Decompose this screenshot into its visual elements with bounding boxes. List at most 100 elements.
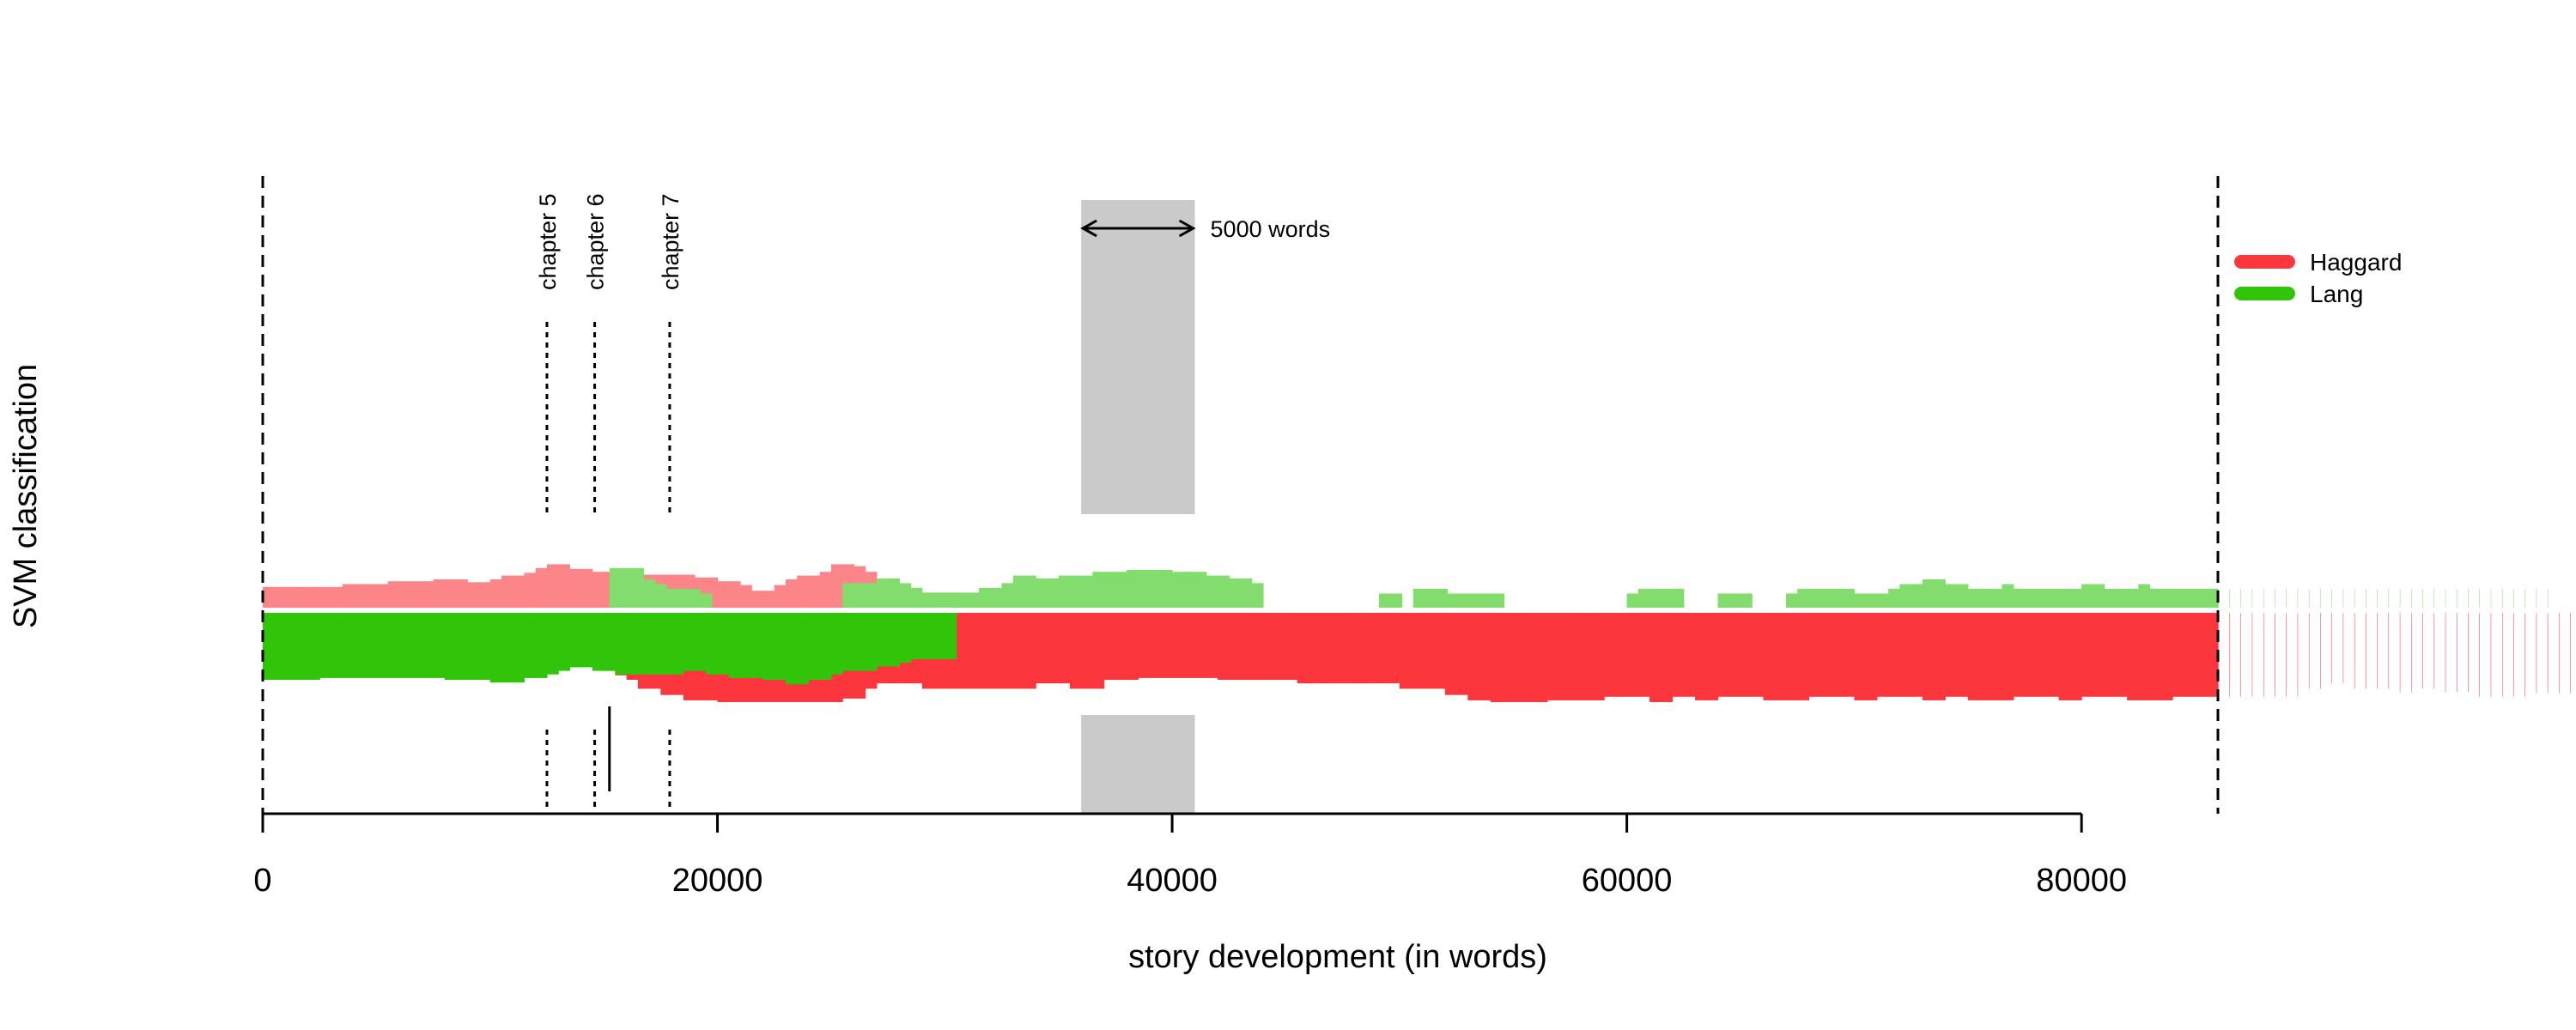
lang-secondary-bar [2320, 589, 2321, 608]
lang-secondary-bar [2331, 589, 2332, 608]
lang-secondary-bar [1899, 584, 1912, 608]
lang-primary-bar [637, 613, 650, 675]
haggard-secondary-bar [365, 584, 377, 608]
haggard-primary-bar [2229, 613, 2230, 697]
haggard-primary-bar [1854, 613, 1867, 700]
lang-primary-bar [808, 613, 821, 680]
lang-secondary-bar [2172, 589, 2184, 608]
lang-secondary-bar [1194, 572, 1207, 608]
haggard-primary-bar [2251, 613, 2253, 697]
lang-primary-bar [797, 613, 810, 685]
haggard-primary-bar [2354, 613, 2355, 689]
lang-secondary-bar [945, 592, 957, 608]
lang-secondary-bar [1888, 589, 1900, 608]
haggard-primary-bar [2377, 613, 2378, 689]
lang-primary-bar [695, 613, 707, 671]
haggard-primary-bar [1546, 613, 1559, 700]
legend-label: Haggard [2310, 249, 2402, 276]
x-axis: 0 20000 40000 60000 80000 [253, 812, 2127, 899]
lang-secondary-bar [2490, 589, 2492, 608]
haggard-secondary-bar [785, 579, 798, 608]
haggard-primary-bar [2331, 613, 2332, 684]
lang-secondary-bar [1127, 570, 1139, 608]
haggard-primary-bar [1637, 613, 1650, 697]
chapter-label: chapter 7 [658, 193, 683, 290]
haggard-secondary-bar [456, 579, 468, 608]
lang-secondary-bar [2399, 589, 2401, 608]
lang-secondary-bar [2388, 589, 2390, 608]
x-tick-label: 80000 [2036, 863, 2127, 899]
haggard-primary-bar [1683, 613, 1696, 697]
lang-secondary-bar [2457, 589, 2458, 608]
haggard-secondary-bar [331, 586, 343, 608]
lang-primary-bar [524, 613, 537, 678]
haggard-primary-bar [1513, 613, 1526, 702]
lang-secondary-bar [2149, 589, 2162, 608]
haggard-primary-bar [1672, 613, 1685, 697]
lang-secondary-bar [865, 583, 878, 608]
window-band-upper [1081, 200, 1195, 514]
haggard-primary-bar [1422, 613, 1435, 689]
haggard-secondary-bar [774, 585, 787, 608]
lang-primary-bar [365, 613, 377, 678]
haggard-primary-bar [1558, 613, 1571, 700]
haggard-primary-bar [1706, 613, 1719, 700]
haggard-secondary-bar [296, 586, 309, 608]
lang-secondary-bar [1967, 589, 1980, 608]
haggard-primary-bar [1274, 613, 1287, 680]
lang-secondary-bar [677, 589, 690, 608]
reference-lines [261, 176, 2220, 814]
lang-secondary-bar [2547, 589, 2549, 608]
haggard-primary-bar [2002, 613, 2014, 700]
haggard-primary-bar [1047, 613, 1060, 684]
haggard-primary-bar [1240, 613, 1253, 680]
haggard-primary-bar [1081, 613, 1094, 689]
haggard-primary-bar [2422, 613, 2423, 689]
lang-primary-bar [433, 613, 446, 678]
haggard-secondary-bar [307, 586, 320, 608]
lang-primary-bar [319, 613, 332, 678]
haggard-secondary-bar [501, 575, 513, 608]
lang-secondary-bar [2468, 589, 2469, 608]
lang-secondary-bar [1172, 572, 1184, 608]
lang-secondary-bar [1160, 570, 1173, 608]
haggard-secondary-bar [569, 568, 582, 608]
haggard-primary-bar [1876, 613, 1889, 697]
lang-primary-bar [410, 613, 422, 678]
lang-primary-bar [671, 613, 684, 675]
lang-secondary-bar [1854, 593, 1867, 608]
lang-secondary-bar [665, 589, 678, 608]
haggard-primary-bar [2320, 613, 2321, 689]
haggard-primary-bar [1808, 613, 1821, 697]
haggard-secondary-bar [433, 579, 446, 608]
lang-primary-bar [660, 613, 673, 675]
haggard-primary-bar [2263, 613, 2264, 697]
haggard-primary-bar [1479, 613, 1492, 700]
lang-secondary-bar [2445, 589, 2446, 608]
lang-secondary-bar [700, 593, 713, 608]
haggard-primary-bar [2490, 613, 2492, 697]
haggard-primary-bar [1501, 613, 1514, 702]
lang-secondary-bar [1672, 589, 1685, 608]
lang-secondary-bar [1865, 593, 1878, 608]
lang-secondary-bar [2013, 589, 2026, 608]
window-band-lower [1081, 715, 1195, 814]
lang-secondary-bar [2184, 589, 2196, 608]
haggard-primary-bar [1308, 613, 1321, 684]
haggard-primary-bar [1206, 613, 1218, 678]
lang-secondary-bar [1637, 589, 1650, 608]
lang-secondary-bar [2069, 589, 2082, 608]
haggard-primary-bar [1581, 613, 1594, 700]
haggard-primary-bar [2069, 613, 2082, 700]
haggard-secondary-bar [524, 573, 537, 608]
haggard-secondary-bar [728, 581, 741, 608]
lang-secondary-bar [2422, 589, 2423, 608]
lang-secondary-bar [1876, 593, 1889, 608]
lang-secondary-bar [1934, 579, 1946, 608]
lang-secondary-bar [1103, 572, 1116, 608]
haggard-secondary-bar [819, 572, 832, 608]
haggard-primary-bar [1899, 613, 1912, 697]
lang-secondary-bar [1436, 589, 1449, 608]
haggard-primary-bar [1229, 613, 1242, 680]
lang-secondary-bar [1492, 593, 1505, 608]
